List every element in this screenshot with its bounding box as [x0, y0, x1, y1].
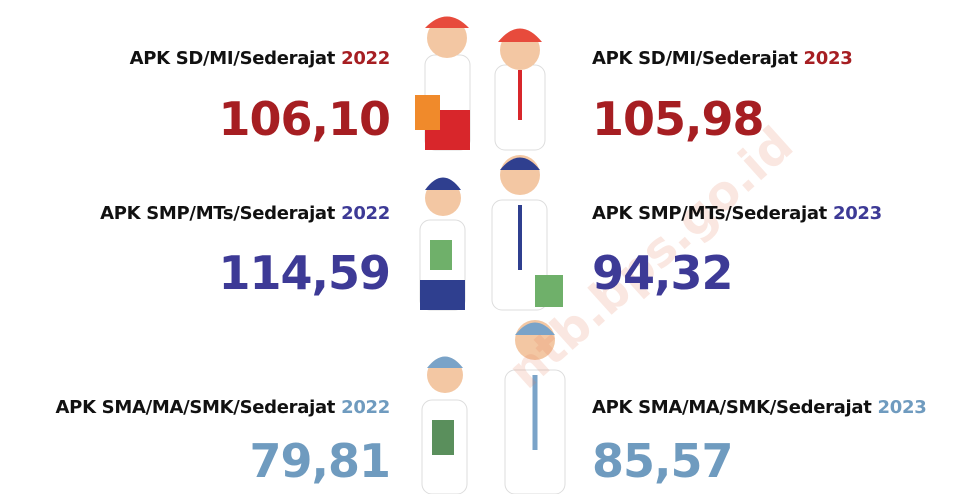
indicator-name: APK SD/MI/Sederajat [130, 48, 336, 69]
indicator-value: 79,81 [249, 434, 390, 488]
indicator-label: APK SMA/MA/SMK/Sederajat 2023 [592, 397, 926, 418]
indicator-label: APK SMP/MTs/Sederajat 2022 [100, 203, 390, 224]
indicator-year: 2022 [341, 203, 390, 224]
indicator-year: 2022 [341, 48, 390, 69]
indicator-value: 105,98 [592, 92, 764, 146]
indicator-name: APK SD/MI/Sederajat [592, 48, 798, 69]
indicator-year: 2022 [341, 397, 390, 418]
indicator-value: 106,10 [218, 92, 390, 146]
indicator-name: APK SMA/MA/SMK/Sederajat [56, 397, 336, 418]
indicator-name: APK SMA/MA/SMK/Sederajat [592, 397, 872, 418]
indicator-name: APK SMP/MTs/Sederajat [592, 203, 827, 224]
indicator-value: 114,59 [218, 246, 390, 300]
indicator-label: APK SMP/MTs/Sederajat 2023 [592, 203, 882, 224]
indicator-name: APK SMP/MTs/Sederajat [100, 203, 335, 224]
smp-students [420, 155, 563, 310]
students-illustration [400, 0, 580, 494]
infographic: ntb.bps.go.id APK SD/MI/Sederajat2022106… [0, 0, 975, 494]
sd-students [415, 17, 545, 151]
indicator-year: 2023 [804, 48, 853, 69]
indicator-year: 2023 [878, 397, 927, 418]
indicator-label: APK SD/MI/Sederajat 2023 [592, 48, 852, 69]
indicator-year: 2023 [833, 203, 882, 224]
indicator-value: 94,32 [592, 246, 733, 300]
indicator-value: 85,57 [592, 434, 733, 488]
